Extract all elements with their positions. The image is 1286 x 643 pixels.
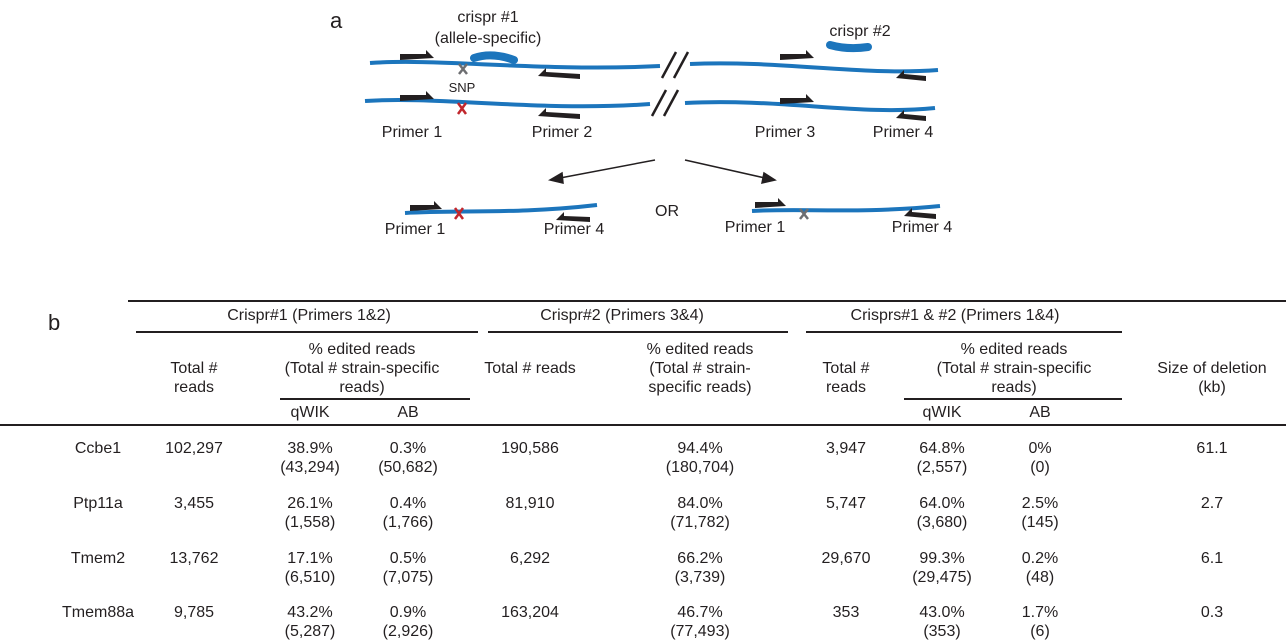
c2-edited-cell: 94.4% (180,704) [665,440,735,476]
dna-strand-lower-right [684,100,936,113]
crispr2-label: crispr #2 [829,23,890,40]
product-left-primer1-label: Primer 1 [385,221,446,238]
c1-ab-cell: 0.3% (50,682) [378,440,438,476]
gene-cell: Ccbe1 [74,440,122,457]
gene-cell: Ptp11a [73,495,123,512]
or-label: OR [655,203,679,220]
crispr1-label: crispr #1 [457,9,518,26]
primer4-label: Primer 4 [873,124,934,141]
c1-total-cell: 3,455 [173,495,215,512]
c2-edited-cell: 84.0% (71,782) [670,495,730,531]
primer-arrows-lower [400,91,926,121]
deletion-size-cell: 6.1 [1200,550,1224,567]
snp-label: SNP [449,80,476,95]
c1-qwik-cell: 38.9% (43,294) [280,440,340,476]
col-header-c2-edited: % edited reads (Total # strain-specific r… [646,341,754,396]
deletion-size-cell: 2.7 [1200,495,1224,512]
subheader-c3-qwik: qWIK [922,404,962,421]
outcome-arrows [547,159,777,184]
primer-arrows-upper [400,50,926,81]
deletion-product-right-primers [755,198,936,219]
snp-mark-product-left [453,207,465,220]
c2-total-cell: 190,586 [501,440,559,457]
c3-ab-cell: 2.5% (145) [1021,495,1059,531]
dna-strand-upper-left [369,59,661,70]
c2-edited-cell: 46.7% (77,493) [670,604,730,640]
snp-mark-upper [458,63,468,75]
gene-cell: Tmem2 [70,550,126,567]
group-rule-crispr2 [488,331,788,333]
c1-qwik-cell: 17.1% (6,510) [284,550,336,586]
c2-total-cell: 6,292 [509,550,551,567]
product-left-primer4-label: Primer 4 [544,221,605,238]
group-rule-crispr1 [136,331,478,333]
c3-qwik-cell: 64.8% (2,557) [916,440,968,476]
c3-total-cell: 29,670 [821,550,871,567]
c3-ab-cell: 0.2% (48) [1021,550,1059,586]
c1-total-cell: 9,785 [173,604,215,621]
c3-total-cell: 353 [832,604,860,621]
dna-strand-lower-left [364,98,651,109]
c2-edited-cell: 66.2% (3,739) [674,550,726,586]
col-header-c3-edited: % edited reads (Total # strain-specific re… [936,341,1092,396]
col-header-c1-total: Total # reads [170,360,218,396]
snp-mark-lower [456,102,468,115]
c2-total-cell: 81,910 [505,495,555,512]
group-rule-crispr1-2 [806,331,1122,333]
c3-qwik-cell: 99.3% (29,475) [912,550,972,586]
crispr2-guide [826,41,872,53]
subheader-c1-qwik: qWIK [290,404,330,421]
c3-ab-cell: 0% (0) [1028,440,1052,476]
deletion-size-cell: 0.3 [1200,604,1224,621]
deletion-product-right [751,204,941,213]
c1-ab-cell: 0.9% (2,926) [382,604,434,640]
deletion-size-cell: 61.1 [1196,440,1228,457]
subheader-c1-ab: AB [397,404,419,421]
primer1-label: Primer 1 [382,124,443,141]
group-header-crispr1-2: Crisprs#1 & #2 (Primers 1&4) [850,307,1060,324]
c1-qwik-cell: 26.1% (1,558) [284,495,336,531]
snp-mark-product-right [799,208,809,220]
c3-total-cell: 3,947 [825,440,867,457]
product-right-primer1-label: Primer 1 [725,219,786,236]
group-header-crispr2: Crispr#2 (Primers 3&4) [540,307,704,324]
crispr1-guide [470,51,518,64]
subheader-rule-c1 [280,398,470,400]
product-right-primer4-label: Primer 4 [892,219,953,236]
deletion-product-left-primers [410,201,590,222]
c1-ab-cell: 0.4% (1,766) [382,495,434,531]
c1-total-cell: 13,762 [169,550,219,567]
col-header-deletion-size: Size of deletion (kb) [1157,360,1267,396]
strand-break-mark [650,51,690,117]
panel-b-label: b [48,310,61,335]
primer2-label: Primer 2 [532,124,593,141]
group-header-crispr1: Crispr#1 (Primers 1&2) [227,307,391,324]
col-header-c1-edited: % edited reads (Total # strain-specific re… [284,341,440,396]
c1-ab-cell: 0.5% (7,075) [382,550,434,586]
c3-total-cell: 5,747 [825,495,867,512]
c3-qwik-cell: 43.0% (353) [919,604,965,640]
gene-cell: Tmem88a [61,604,135,621]
subheader-c3-ab: AB [1029,404,1051,421]
primer3-label: Primer 3 [755,124,816,141]
panel-a-label: a [330,8,343,33]
c3-ab-cell: 1.7% (6) [1021,604,1059,640]
c1-total-cell: 102,297 [165,440,223,457]
table-top-rule [128,300,1286,302]
col-header-c3-total: Total # reads [822,360,870,396]
subheader-rule-c3 [904,398,1122,400]
col-header-c2-total: Total # reads [484,360,576,377]
c2-total-cell: 163,204 [501,604,559,621]
crispr1-sublabel: (allele-specific) [435,30,542,47]
table-header-rule [0,424,1286,426]
deletion-product-left [404,203,598,215]
dna-strand-upper-right [689,61,939,74]
c3-qwik-cell: 64.0% (3,680) [916,495,968,531]
c1-qwik-cell: 43.2% (5,287) [284,604,336,640]
crispr-deletion-schematic: a crispr #1 (allele-specific) crispr #2 … [330,8,953,238]
